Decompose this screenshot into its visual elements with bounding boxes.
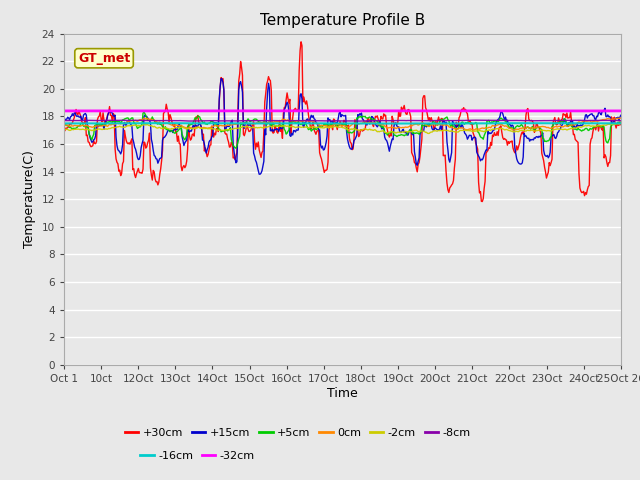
Text: GT_met: GT_met bbox=[78, 52, 130, 65]
Legend: -16cm, -32cm: -16cm, -32cm bbox=[136, 446, 259, 465]
Y-axis label: Temperature(C): Temperature(C) bbox=[23, 150, 36, 248]
Title: Temperature Profile B: Temperature Profile B bbox=[260, 13, 425, 28]
X-axis label: Time: Time bbox=[327, 386, 358, 400]
